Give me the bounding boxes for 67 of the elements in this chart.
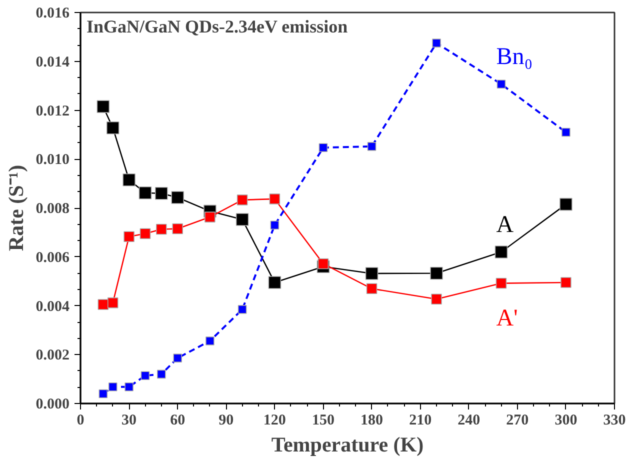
x-tick-label: 180 [360, 412, 384, 428]
point [157, 370, 166, 379]
point [140, 371, 150, 380]
point [98, 299, 109, 310]
point [124, 231, 134, 242]
y-tick-label: 0.002 [36, 348, 70, 364]
series-label: A [496, 212, 514, 238]
x-tick-label: 60 [170, 412, 186, 428]
y-tick-label: 0.006 [36, 250, 70, 266]
point [494, 246, 508, 258]
point [108, 382, 118, 392]
point [98, 389, 108, 398]
x-tick-label: 0 [76, 412, 84, 428]
point [366, 283, 378, 294]
point [269, 194, 280, 204]
y-tick-label: 0.010 [36, 152, 70, 168]
point [318, 258, 329, 270]
series-label: Bn₀ [496, 44, 533, 70]
point [173, 354, 182, 362]
chart-title: InGaN/GaN QDs-2.34eV emission [86, 16, 348, 36]
point [432, 38, 441, 48]
x-tick-label: 210 [409, 412, 432, 428]
point [560, 198, 572, 211]
y-axis-title: Rate (S⁻¹) [4, 164, 28, 252]
x-tick-label: 300 [554, 412, 578, 428]
y-tick-label: 0.014 [36, 54, 70, 70]
point [236, 194, 248, 206]
x-axis-title: Temperature (K) [271, 432, 424, 456]
point [140, 228, 151, 240]
x-tick-label: 90 [218, 412, 234, 428]
series-label: A' [496, 305, 518, 332]
point [270, 220, 280, 230]
point [238, 305, 247, 314]
x-tick-label: 240 [458, 412, 480, 428]
point [268, 276, 282, 289]
y-tick-label: 0.000 [36, 396, 70, 412]
y-tick-label: 0.012 [36, 103, 70, 120]
point [156, 224, 167, 235]
point [138, 186, 152, 200]
point [562, 128, 570, 137]
point [365, 267, 378, 280]
x-tick-label: 270 [506, 412, 529, 428]
y-tick-label: 0.004 [36, 298, 70, 315]
point [236, 213, 249, 226]
y-tick-label: 0.016 [36, 6, 70, 22]
x-tick-label: 120 [263, 412, 286, 428]
point [430, 266, 443, 280]
x-tick-label: 30 [122, 412, 137, 428]
point [106, 121, 120, 134]
y-tick-label: 0.008 [36, 201, 70, 217]
point [204, 212, 216, 222]
point [171, 191, 184, 204]
x-tick-label: 330 [603, 412, 626, 428]
point [124, 382, 134, 392]
point [496, 278, 507, 289]
point [96, 100, 110, 113]
point [367, 142, 376, 151]
point [122, 173, 136, 186]
point [560, 277, 572, 288]
x-tick-label: 150 [312, 412, 334, 428]
point [206, 336, 214, 346]
point [431, 294, 442, 305]
point [318, 143, 328, 152]
point [107, 297, 118, 308]
point [496, 80, 506, 88]
point [172, 223, 183, 234]
point [155, 186, 168, 200]
